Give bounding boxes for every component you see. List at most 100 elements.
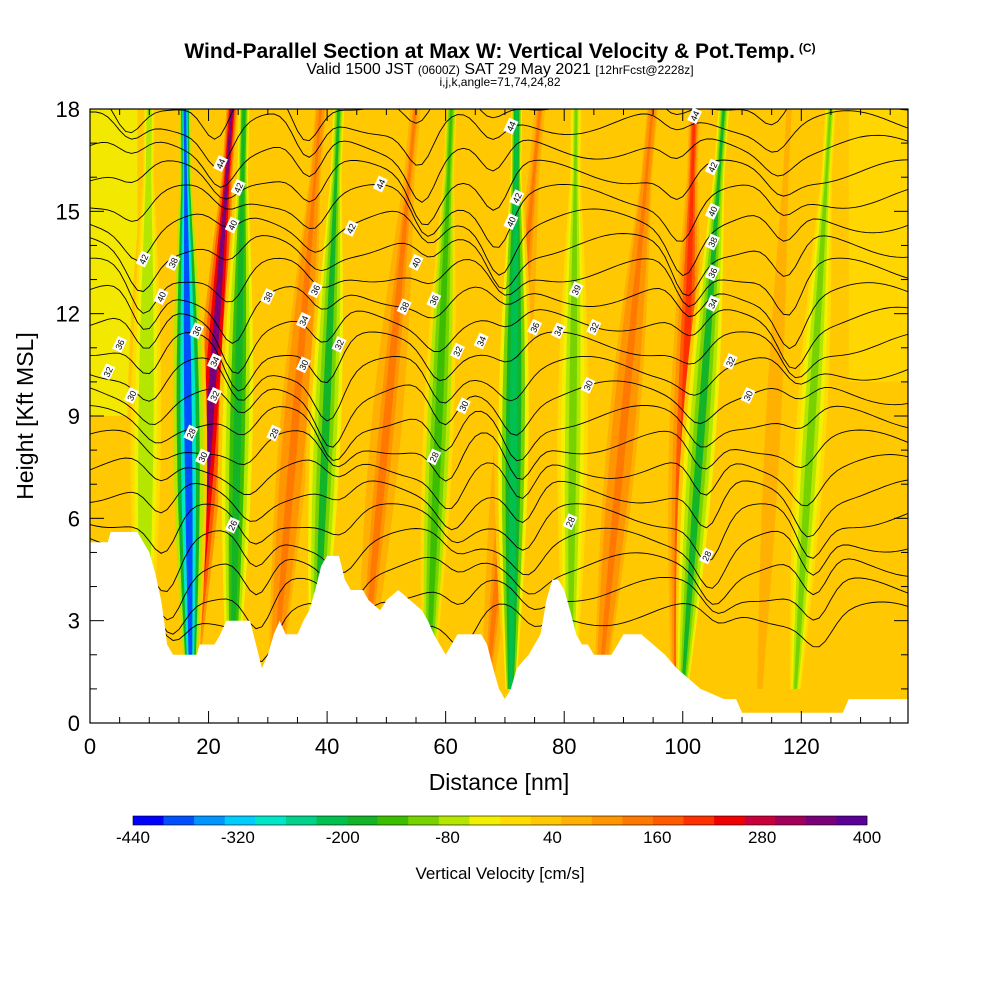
theta-isentrope-17 — [90, 183, 908, 248]
theta-label-text: 44 — [688, 109, 701, 122]
theta-label-text: 28 — [700, 549, 713, 562]
x-tick-label: 60 — [433, 734, 457, 759]
colorbar-tick-label: 400 — [852, 828, 882, 847]
theta-isentrope-14 — [90, 257, 908, 316]
theta-isentrope-1 — [90, 576, 908, 635]
colorbar-swatch — [469, 816, 501, 825]
theta-label-text: 38 — [262, 290, 275, 303]
colorbar-label: Vertical Velocity [cm/s] — [415, 864, 585, 883]
theta-isentrope-21 — [110, 109, 908, 142]
theta-label-23: 40 — [408, 254, 424, 271]
theta-isentrope-4 — [90, 503, 908, 563]
theta-isentrope-8 — [90, 405, 908, 462]
theta-label-text: 32 — [102, 365, 115, 378]
chart-title: Wind-Parallel Section at Max W: Vertical… — [0, 36, 1000, 64]
colorbar-swatch — [316, 816, 348, 825]
theta-label-text: 39 — [570, 283, 583, 296]
theta-label-text: 36 — [706, 266, 719, 279]
theta-label-text: 40 — [226, 219, 239, 232]
theta-label-24: 38 — [396, 298, 412, 316]
theta-label-22: 42 — [343, 219, 359, 237]
theta-label-33: 36 — [527, 318, 543, 336]
colorbar-swatch — [500, 816, 531, 825]
updraft-band-6 — [750, 109, 796, 689]
colorbar-swatch — [285, 816, 317, 825]
theta-label-34: 34 — [550, 322, 566, 340]
theta-label-46: 30 — [740, 387, 756, 404]
y-tick-label: 18 — [56, 97, 80, 122]
theta-label-36: 39 — [568, 281, 584, 299]
theta-label-12: 28 — [183, 424, 199, 442]
theta-label-17: 34 — [295, 312, 311, 329]
theta-label-text: 38 — [167, 256, 180, 269]
downdraft-band-8 — [787, 109, 838, 689]
theta-isentrope-3 — [90, 527, 908, 592]
theta-label-text: 30 — [196, 450, 209, 463]
theta-label-1: 42 — [230, 179, 246, 196]
theta-contour-labels: 44 42 40 42 38 40 36 32 30 36 34 32 28 30 26 38 36 34 32 30… — [100, 107, 756, 565]
y-tick-label: 12 — [56, 302, 80, 327]
colorbar-tick-label: 160 — [643, 828, 672, 847]
theta-label-text: 42 — [137, 253, 150, 266]
colorbar-tick-label: -200 — [325, 828, 360, 847]
theta-isentrope-11 — [90, 331, 908, 392]
theta-isentrope-9 — [90, 380, 908, 448]
theta-label-text: 40 — [155, 290, 168, 303]
colorbar-swatch — [775, 816, 807, 825]
theta-label-31: 42 — [509, 189, 525, 207]
theta-label-text: 44 — [374, 178, 387, 191]
colorbar-tick-label: 40 — [542, 828, 562, 847]
theta-label-2: 40 — [224, 216, 240, 234]
colorbar-swatch — [683, 816, 715, 825]
x-tick-label: 0 — [84, 734, 96, 759]
theta-label-text: 42 — [232, 181, 245, 194]
theta-label-26: 32 — [450, 342, 465, 360]
x-tick-label: 100 — [664, 734, 701, 759]
theta-label-39: 44 — [687, 107, 703, 125]
colorbar-swatch — [622, 816, 654, 825]
colorbar-swatch — [561, 816, 593, 825]
theta-isentrope-10 — [90, 355, 908, 422]
theta-isentrope-7 — [90, 429, 908, 482]
theta-label-42: 38 — [704, 233, 720, 251]
theta-label-3: 42 — [135, 250, 151, 268]
theta-label-text: 26 — [226, 519, 239, 532]
theta-label-25: 36 — [426, 291, 442, 309]
theta-label-13: 30 — [195, 448, 211, 466]
theta-label-text: 36 — [309, 283, 322, 296]
valid-date: SAT 29 May 2021 — [464, 61, 591, 78]
y-tick-label: 0 — [68, 711, 80, 736]
theta-label-28: 34 — [473, 332, 489, 350]
colorbar-swatch — [408, 816, 440, 825]
theta-label-38: 28 — [562, 513, 578, 531]
downdraft-band-3 — [304, 109, 347, 689]
y-tick-label: 15 — [56, 199, 80, 224]
colorbar-frame — [132, 815, 868, 826]
downdraft-band-5 — [494, 109, 533, 689]
theta-label-6: 36 — [112, 335, 128, 353]
valid-time-utc: (0600Z) — [417, 63, 460, 77]
colorbar-swatch — [163, 816, 195, 825]
theta-label-text: 34 — [475, 335, 488, 348]
colorbar-swatch — [591, 816, 623, 825]
y-tick-label: 9 — [68, 404, 80, 429]
updraft-band-1 — [267, 109, 328, 689]
theta-label-text: 36 — [191, 324, 204, 337]
theta-label-44: 34 — [704, 294, 720, 312]
theta-label-41: 40 — [704, 202, 720, 220]
theta-label-19: 30 — [295, 356, 311, 374]
colorbar-swatch — [133, 816, 164, 825]
forecast-info: [12hrFcst@2228z] — [595, 63, 694, 77]
theta-label-text: 34 — [208, 355, 221, 368]
colorbar-swatch — [347, 816, 378, 825]
updraft-band-2 — [356, 109, 423, 689]
y-axis-label: Height [Kft MSL] — [12, 332, 38, 499]
theta-label-text: 28 — [564, 515, 577, 528]
theta-label-32: 40 — [503, 213, 519, 231]
chart-subtitle: Valid 1500 JST (0600Z) SAT 29 May 2021 [… — [0, 61, 1000, 79]
section-indices: i,j,k,angle=71,74,24,82 — [439, 75, 561, 89]
colorbar-swatch — [530, 816, 562, 825]
colorbar-tick-label: -80 — [435, 828, 460, 847]
